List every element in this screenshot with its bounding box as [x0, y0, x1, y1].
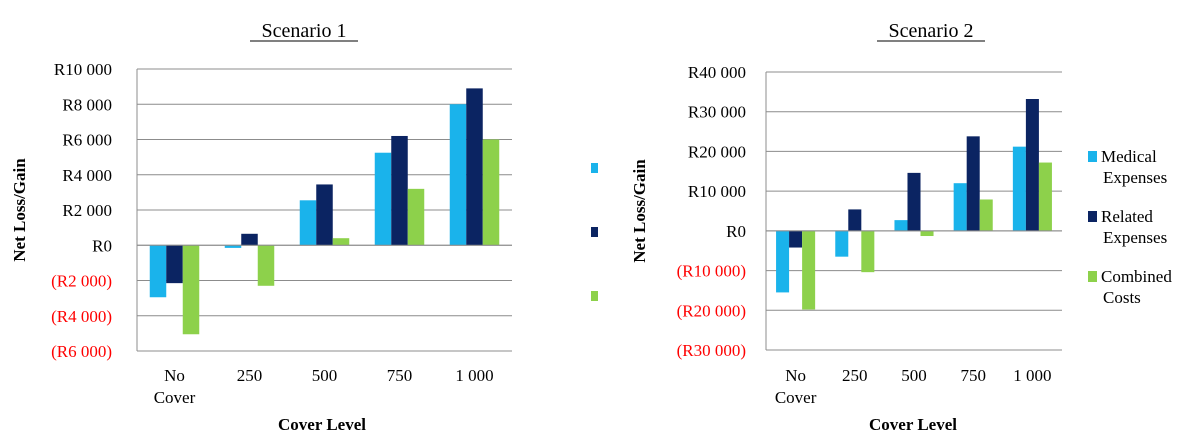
- legend-label-line: Related: [1101, 207, 1153, 226]
- x-tick-label: 1 000: [1013, 366, 1051, 385]
- y-tick-label: (R10 000): [677, 262, 746, 281]
- x-tick-label: 1 000: [455, 366, 493, 385]
- bar-combined-1: [861, 230, 875, 273]
- legend-label-related: Related Expenses: [1101, 207, 1167, 247]
- bar-combined-0: [802, 230, 816, 310]
- bar-related-4: [466, 88, 483, 246]
- bar-related-0: [789, 230, 803, 248]
- bar-related-0: [166, 245, 183, 284]
- x-tick-label: No Cover: [775, 366, 817, 407]
- y-tick-label: (R4 000): [51, 307, 112, 326]
- bar-related-2: [907, 172, 921, 231]
- bar-medical-1: [224, 245, 242, 248]
- y-axis-label: Net Loss/Gain: [630, 159, 649, 263]
- y-tick-label: R20 000: [688, 142, 746, 161]
- bar-medical-1: [835, 230, 849, 257]
- legend-label-medical: Medical Expenses: [1101, 147, 1167, 187]
- y-tick-label: R0: [92, 236, 112, 255]
- bar-combined-2: [332, 238, 350, 246]
- y-tick-label: R2 000: [62, 201, 112, 220]
- bar-related-1: [241, 233, 258, 246]
- bar-medical-2: [299, 200, 317, 246]
- x-tick-label: 750: [960, 366, 986, 385]
- x-tick-label: 750: [387, 366, 413, 385]
- y-tick-label: (R2 000): [51, 272, 112, 291]
- bar-medical-0: [149, 245, 167, 298]
- bar-combined-4: [482, 139, 500, 246]
- bar-medical-4: [1012, 146, 1026, 231]
- legend-swatch-combined: [1088, 271, 1097, 282]
- legend-label-line: Expenses: [1103, 228, 1167, 247]
- bar-related-3: [966, 136, 980, 231]
- x-tick-line: Cover: [775, 388, 817, 407]
- x-tick-label: 500: [312, 366, 338, 385]
- y-tick-label: R40 000: [688, 63, 746, 82]
- y-tick-label: (R30 000): [677, 341, 746, 360]
- legend-label-line: Medical: [1101, 147, 1157, 166]
- bar-combined-2: [920, 230, 934, 237]
- y-tick-label: R8 000: [62, 95, 112, 114]
- legend-swatch-medical: [591, 163, 598, 173]
- y-tick-label: R10 000: [688, 182, 746, 201]
- x-axis-label: Cover Level: [869, 415, 957, 434]
- y-tick-label: (R20 000): [677, 301, 746, 320]
- legend-label-line: Expenses: [1103, 168, 1167, 187]
- x-tick-line: No: [785, 366, 806, 385]
- x-tick-label: 250: [237, 366, 263, 385]
- x-tick-label: No Cover: [154, 366, 196, 407]
- legend-swatch-related: [591, 227, 598, 237]
- x-tick-label: 500: [901, 366, 927, 385]
- x-tick-label: 250: [842, 366, 868, 385]
- bar-medical-3: [953, 183, 967, 231]
- y-axis-label: Net Loss/Gain: [10, 158, 29, 262]
- bar-medical-0: [776, 230, 790, 293]
- legend-label-line: Costs: [1103, 288, 1141, 307]
- chart-2: Scenario 2 R40 000 R30 000 R20 000 R10 000 R0…: [630, 20, 1062, 434]
- chart-title: Scenario 2: [889, 20, 974, 42]
- bar-medical-2: [894, 220, 908, 231]
- bar-combined-1: [257, 245, 275, 286]
- x-tick-line: No: [164, 366, 185, 385]
- legend-label-combined: Combined Costs: [1101, 267, 1172, 307]
- bar-related-4: [1025, 99, 1039, 231]
- x-tick-line: Cover: [154, 388, 196, 407]
- y-tick-label: R10 000: [54, 60, 112, 79]
- y-tick-label: R0: [726, 222, 746, 241]
- x-axis-label: Cover Level: [278, 415, 366, 434]
- y-tick-label: (R6 000): [51, 342, 112, 361]
- legend-label-line: Combined: [1101, 267, 1172, 286]
- bar-related-2: [316, 184, 333, 246]
- bar-medical-3: [374, 152, 392, 246]
- legend-swatch-combined: [591, 291, 598, 301]
- chart-1: Scenario 1 R10 000 R8 000 R6 000 R4 000 R2 00…: [10, 20, 512, 434]
- bar-combined-3: [979, 199, 993, 231]
- chart-title: Scenario 1: [262, 20, 347, 42]
- y-tick-label: R6 000: [62, 131, 112, 150]
- legend-scenario-1: [591, 163, 598, 301]
- legend-swatch-medical: [1088, 151, 1097, 162]
- legend-swatch-related: [1088, 211, 1097, 222]
- y-tick-label: R4 000: [62, 166, 112, 185]
- y-tick-label: R30 000: [688, 103, 746, 122]
- bar-combined-3: [407, 188, 425, 246]
- bar-related-3: [391, 135, 408, 246]
- bar-combined-4: [1038, 162, 1052, 231]
- bar-combined-0: [182, 245, 200, 335]
- bar-related-1: [848, 209, 862, 231]
- bar-medical-4: [449, 104, 467, 246]
